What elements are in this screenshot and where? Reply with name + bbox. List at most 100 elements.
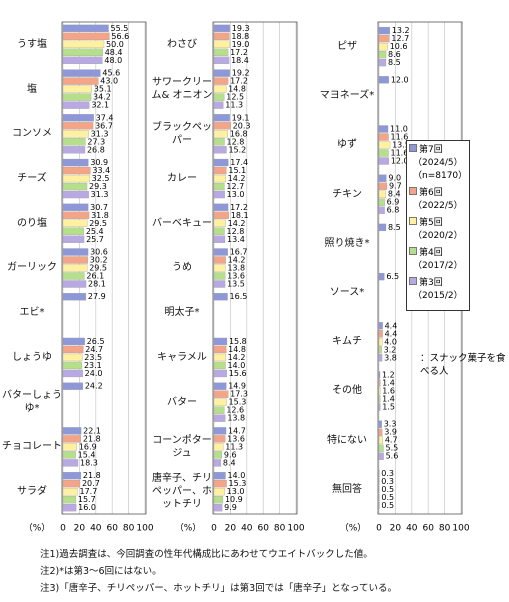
bar xyxy=(213,503,223,512)
bar xyxy=(62,459,79,467)
value-label: 0.3 xyxy=(381,477,394,486)
value-label: 29.5 xyxy=(89,264,107,273)
value-label: 30.9 xyxy=(90,158,108,167)
value-label: 12.0 xyxy=(391,157,409,166)
value-label: 45.6 xyxy=(102,69,120,78)
value-label: 17.2 xyxy=(230,77,248,86)
bar xyxy=(62,32,110,41)
value-label: 30.6 xyxy=(90,248,108,257)
value-label: 1.4 xyxy=(382,395,395,404)
bar xyxy=(62,211,90,219)
bar xyxy=(378,371,381,379)
value-label: 32.1 xyxy=(91,101,109,110)
bar xyxy=(213,248,228,256)
value-label: 30.2 xyxy=(90,256,108,265)
value-label: 31.8 xyxy=(91,211,109,220)
bar xyxy=(213,101,224,109)
value-label: 27.9 xyxy=(88,292,106,301)
value-label: 4.4 xyxy=(385,329,398,338)
bar xyxy=(62,138,86,146)
value-label: 6.9 xyxy=(387,198,400,207)
bar xyxy=(378,182,388,190)
bar xyxy=(378,141,391,149)
value-label: 8.4 xyxy=(388,190,401,199)
legend-swatch xyxy=(409,217,417,225)
category-label: 塩 xyxy=(27,83,37,95)
value-label: 0.5 xyxy=(381,501,394,510)
bar xyxy=(213,40,230,49)
bar xyxy=(213,211,229,219)
value-label: 15.7 xyxy=(78,495,96,504)
value-label: 31.3 xyxy=(91,190,109,199)
value-label: 16.5 xyxy=(230,292,248,301)
bar xyxy=(62,190,89,199)
legend-period: （2022/5） xyxy=(413,201,463,211)
value-label: 16.9 xyxy=(79,442,97,451)
value-label: 14.8 xyxy=(228,85,246,94)
legend-entry: 第7回 （2024/5） （n=8170） xyxy=(409,144,467,183)
bar xyxy=(378,26,390,35)
bar xyxy=(213,122,231,130)
value-label: 14.0 xyxy=(227,471,245,480)
value-label: 26.5 xyxy=(87,337,105,346)
value-label: 8.5 xyxy=(388,223,401,232)
bar xyxy=(378,338,383,346)
legend-swatch xyxy=(409,144,417,152)
legend-period: （2017/2） xyxy=(413,261,463,271)
legend-label: 第3回 xyxy=(419,278,443,288)
value-label: 23.5 xyxy=(84,353,102,362)
x-tick-label: 40 xyxy=(406,524,418,534)
bar xyxy=(213,85,227,93)
bar xyxy=(62,495,77,504)
bar xyxy=(62,130,89,138)
bar xyxy=(62,69,101,77)
plot-frame xyxy=(61,21,147,515)
value-label: 4.0 xyxy=(384,337,397,346)
bar xyxy=(62,337,85,346)
bar xyxy=(213,272,226,280)
value-label: 26.1 xyxy=(86,272,104,281)
x-tick-label: 80 xyxy=(274,524,286,534)
value-label: 32.5 xyxy=(92,174,110,183)
value-label: 11.6 xyxy=(391,133,409,142)
bar xyxy=(378,272,385,281)
value-label: 14.8 xyxy=(228,345,246,354)
bar xyxy=(213,414,226,422)
x-axis-label: （%） xyxy=(175,523,202,534)
bar xyxy=(378,322,383,330)
x-tick-label: 80 xyxy=(123,524,135,534)
bar xyxy=(378,223,387,232)
bar xyxy=(62,280,87,288)
x-tick-label: 60 xyxy=(257,524,269,534)
bar xyxy=(213,190,225,199)
value-label: 4.7 xyxy=(385,436,398,445)
bar xyxy=(378,157,389,165)
legend-line: 第4回 xyxy=(409,247,467,260)
value-label: 43.0 xyxy=(100,77,118,86)
footnote: 注2)*は第3～6回にはない。 xyxy=(40,566,162,577)
value-label: 14.2 xyxy=(228,174,246,183)
bar xyxy=(62,174,90,183)
value-label: 20.7 xyxy=(82,479,100,488)
bar xyxy=(62,235,85,243)
value-label: 10.9 xyxy=(225,495,243,504)
bar xyxy=(378,452,384,460)
value-label: 13.4 xyxy=(227,235,245,244)
value-label: 37.4 xyxy=(96,113,114,122)
value-label: 14.0 xyxy=(227,361,245,370)
category-label: バターしょうゆ* xyxy=(2,390,62,415)
value-label: 0.5 xyxy=(381,493,394,502)
bar xyxy=(62,24,109,33)
bar xyxy=(213,443,224,451)
value-label: 35.1 xyxy=(94,85,112,94)
x-tick-label: 0 xyxy=(60,524,66,534)
bar xyxy=(62,451,76,459)
value-label: 23.1 xyxy=(84,361,102,370)
legend-sample: （n=8170） xyxy=(413,171,468,181)
value-label: 11.6 xyxy=(391,149,409,158)
value-label: 19.0 xyxy=(232,40,250,49)
value-label: 16.0 xyxy=(78,503,96,512)
bar xyxy=(213,93,225,101)
value-label: 8.6 xyxy=(388,50,401,59)
bar xyxy=(378,76,389,84)
